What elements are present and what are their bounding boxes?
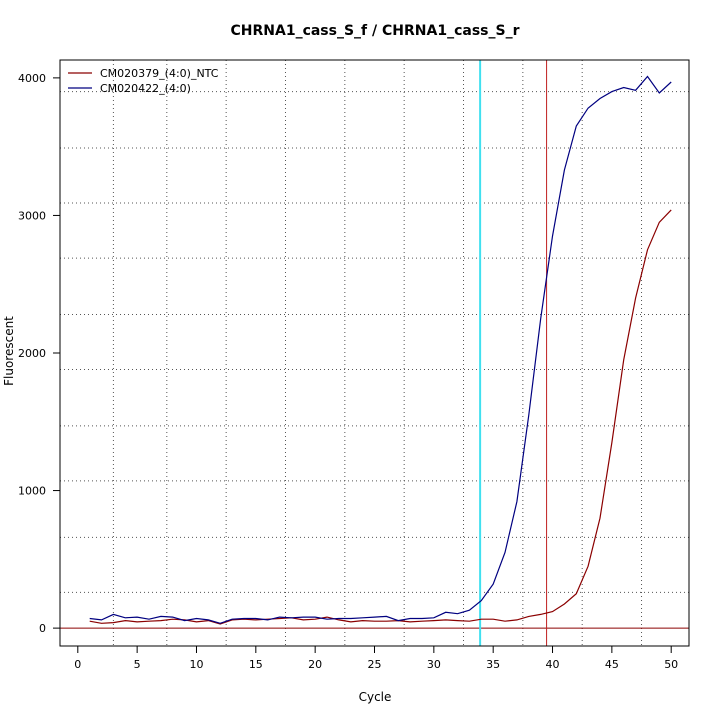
x-tick-label: 45 (605, 658, 619, 671)
x-axis: 0 5 10 15 20 25 30 35 40 45 50 (74, 645, 678, 671)
x-tick-label: 0 (74, 658, 81, 671)
y-axis: 0 1000 2000 3000 4000 (18, 72, 61, 635)
x-tick-label: 25 (368, 658, 382, 671)
y-tick-label: 4000 (18, 72, 46, 85)
y-tick-label: 2000 (18, 347, 46, 360)
x-tick-label: 35 (486, 658, 500, 671)
y-axis-label: Fluorescent (2, 316, 16, 386)
x-tick-label: 15 (249, 658, 263, 671)
x-axis-label: Cycle (359, 690, 392, 704)
x-tick-label: 50 (664, 658, 678, 671)
y-tick-label: 0 (39, 622, 46, 635)
x-tick-label: 10 (189, 658, 203, 671)
grid-lines (60, 60, 689, 646)
chart-title: CHRNA1_cass_S_f / CHRNA1_cass_S_r (231, 23, 520, 39)
y-tick-label: 1000 (18, 485, 46, 498)
legend-label-1: CM020379_(4:0)_NTC (100, 67, 219, 80)
y-tick-label: 3000 (18, 209, 46, 222)
x-tick-label: 40 (546, 658, 560, 671)
x-tick-label: 20 (308, 658, 322, 671)
x-tick-label: 30 (427, 658, 441, 671)
x-tick-label: 5 (134, 658, 141, 671)
reference-lines (60, 60, 689, 646)
legend-label-2: CM020422_(4:0) (100, 82, 191, 95)
series-line-2 (89, 75, 672, 624)
series-lines (89, 75, 672, 625)
legend: CM020379_(4:0)_NTC CM020422_(4:0) (68, 67, 219, 95)
